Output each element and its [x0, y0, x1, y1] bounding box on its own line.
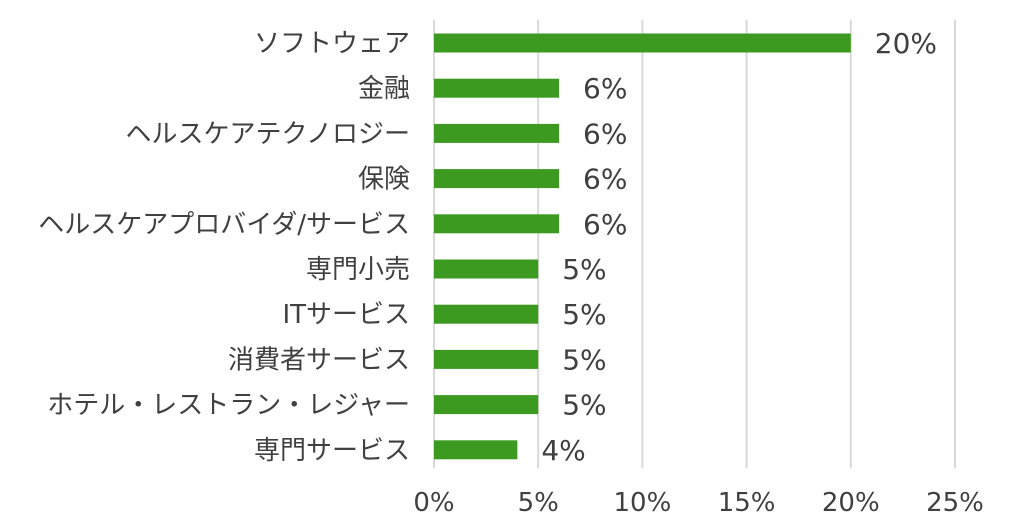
category-label: 保険: [358, 165, 410, 195]
data-label: 4%: [541, 434, 585, 467]
x-tick-label: 20%: [822, 488, 880, 518]
bar: [434, 349, 539, 369]
data-label: 5%: [562, 389, 606, 422]
bars: [434, 33, 851, 460]
data-label: 5%: [562, 343, 606, 376]
bar: [434, 33, 851, 53]
category-label: ホテル・レストラン・レジャー: [47, 391, 410, 421]
category-label: ヘルスケアプロバイダ/サービス: [38, 210, 410, 240]
data-label: 5%: [562, 298, 606, 331]
data-label: 20%: [875, 27, 937, 60]
bar: [434, 440, 518, 460]
category-label: ITサービス: [282, 300, 410, 330]
bar: [434, 214, 560, 234]
bar: [434, 169, 560, 189]
data-labels: 20% 6% 6% 6% 6% 5% 5% 5% 5% 4%: [541, 27, 937, 467]
category-labels: ソフトウェア金融ヘルスケアテクノロジー保険ヘルスケアプロバイダ/サービス専門小売…: [38, 29, 410, 466]
bar: [434, 395, 539, 415]
x-tick-label: 0%: [413, 488, 454, 518]
category-label: ソフトウェア: [254, 29, 410, 59]
data-label: 5%: [562, 253, 606, 286]
x-axis-tick-labels: 0% 5% 10% 15% 20% 25%: [413, 488, 984, 518]
x-tick-label: 5%: [518, 488, 559, 518]
category-label: ヘルスケアテクノロジー: [126, 119, 410, 149]
bar: [434, 259, 539, 279]
data-label: 6%: [583, 72, 627, 105]
x-tick-label: 10%: [614, 488, 672, 518]
x-tick-label: 25%: [926, 488, 984, 518]
category-label: 金融: [358, 74, 410, 104]
data-label: 6%: [583, 163, 627, 196]
category-label: 消費者サービス: [228, 345, 410, 375]
category-label: 専門サービス: [254, 436, 410, 466]
data-label: 6%: [583, 208, 627, 241]
bar: [434, 304, 539, 324]
data-label: 6%: [583, 117, 627, 150]
bar: [434, 123, 560, 143]
bar: [434, 78, 560, 98]
x-tick-label: 15%: [718, 488, 776, 518]
category-label: 専門小売: [306, 255, 410, 285]
